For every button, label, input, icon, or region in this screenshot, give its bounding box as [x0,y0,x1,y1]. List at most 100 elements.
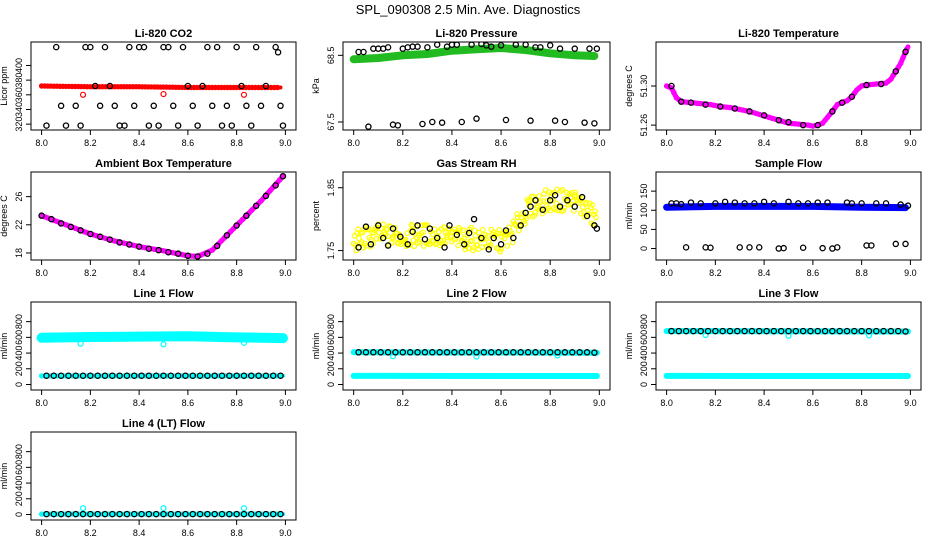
data-point [548,373,554,379]
data-point [508,373,514,379]
data-point [81,229,88,235]
data-point [720,104,727,110]
data-point [50,510,58,518]
data-point [57,334,63,341]
data-point [434,373,440,379]
data-point [363,56,369,62]
data-point [501,235,508,242]
x-tick-label: 9.0 [904,138,917,148]
data-point [79,91,87,98]
data-point [464,47,470,53]
data-point [176,84,182,91]
plot-area [38,43,287,129]
data-point [858,327,865,335]
data-point [176,333,182,339]
data-point [209,102,216,110]
data-point [468,373,474,379]
data-point [189,372,197,379]
data-point [663,373,670,379]
data-point [233,43,240,51]
data-point [355,244,362,251]
data-point [167,510,175,518]
data-point [498,45,504,51]
data-point [838,99,846,106]
data-point [252,335,258,341]
data-point [718,373,725,379]
data-point [387,373,394,379]
data-point [409,52,415,58]
data-point [478,234,485,242]
data-point [246,84,252,91]
data-point [497,241,505,248]
data-point [116,510,123,518]
data-point [72,372,79,379]
data-point [130,510,138,518]
data-point [452,373,458,379]
data-point [101,372,109,379]
data-point [174,250,182,257]
data-point [413,223,419,230]
data-point [393,230,400,237]
data-point [414,222,421,229]
plot-frame [30,301,297,391]
data-point [255,510,262,518]
data-point [677,200,685,208]
data-point [277,177,283,183]
y-tick-label: 0 [326,382,336,387]
data-point [688,373,694,379]
data-point [433,42,441,48]
y-tick-label: 150 [639,184,649,199]
data-point [767,203,773,210]
data-point [694,328,700,334]
data-point [465,245,472,252]
data-point [694,100,701,107]
data-point [199,82,206,90]
data-point [524,349,532,356]
data-point [736,244,743,251]
data-point [96,334,103,340]
data-point [480,349,488,356]
plot-area [663,44,911,129]
data-point [277,102,284,110]
data-point [766,114,772,121]
data-point [849,204,856,210]
data-point [191,253,198,259]
data-point [510,349,517,356]
data-point [204,43,211,51]
data-point [145,510,153,518]
data-point [421,51,427,57]
data-point [544,373,551,379]
data-point [776,203,783,210]
data-point [788,203,795,210]
x-tick-label: 8.8 [544,398,557,408]
data-point [734,327,741,335]
data-point [354,56,360,62]
data-point [179,43,187,51]
data-point [841,328,847,335]
data-point [523,215,530,222]
data-point [522,42,529,48]
data-point [554,373,560,379]
data-point [847,373,853,379]
data-point [877,204,884,211]
data-point [200,511,207,517]
y-tick-label: 340 [14,102,24,117]
x-tick-label: 8.4 [446,138,459,148]
data-point [485,246,493,253]
data-point [667,373,673,379]
data-point [492,349,498,356]
y-tick-label: 51.30 [639,75,649,98]
data-point [799,327,807,335]
data-point [440,49,446,55]
data-point [783,373,789,379]
data-point [252,204,258,210]
data-point [351,373,357,379]
data-point [795,373,801,379]
data-point [369,55,375,61]
data-point [517,373,523,379]
data-point [118,84,124,90]
data-point [240,505,248,512]
y-tick-label: 400 [639,346,649,361]
